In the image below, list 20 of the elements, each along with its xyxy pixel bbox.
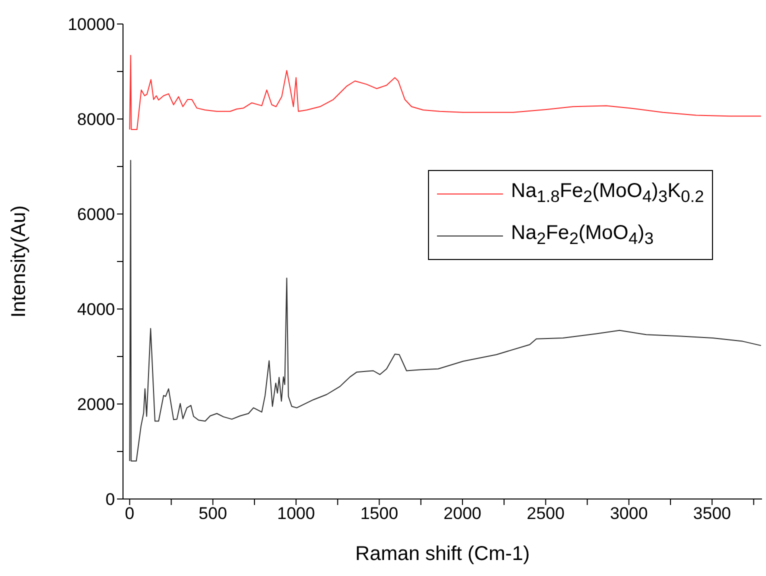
x-tick-label: 2500	[526, 504, 565, 524]
line-series	[129, 160, 762, 462]
x-axis-title: Raman shift (Cm-1)	[355, 543, 530, 565]
x-tick-label: 500	[198, 504, 228, 524]
legend-label: Na$_{2}$Fe$_{2}$(MoO$_{4}$)$_{3}$	[511, 221, 654, 250]
x-tick-label: 0	[124, 504, 134, 524]
y-tick-label: 8000	[77, 110, 115, 130]
y-tick-label: 6000	[77, 205, 115, 224]
x-tick-label: 3000	[610, 504, 648, 524]
y-tick-label: 10000	[68, 15, 115, 34]
y-tick-label: 4000	[77, 300, 115, 320]
x-tick-label: 3500	[693, 504, 731, 524]
y-tick-label: 0	[106, 490, 115, 510]
x-tick-label: 1500	[360, 504, 398, 524]
y-tick-label: 2000	[77, 395, 115, 414]
y-axis-title: Intensity(Au)	[8, 205, 30, 318]
x-tick-label: 2000	[444, 504, 482, 524]
x-tick-label: 1000	[277, 504, 315, 524]
text: Na$_{1.8}$Fe$_{2}$(MoO$_{4}$)$_{3}$K$_{0.2}$	[511, 180, 704, 206]
line-series	[129, 54, 762, 130]
